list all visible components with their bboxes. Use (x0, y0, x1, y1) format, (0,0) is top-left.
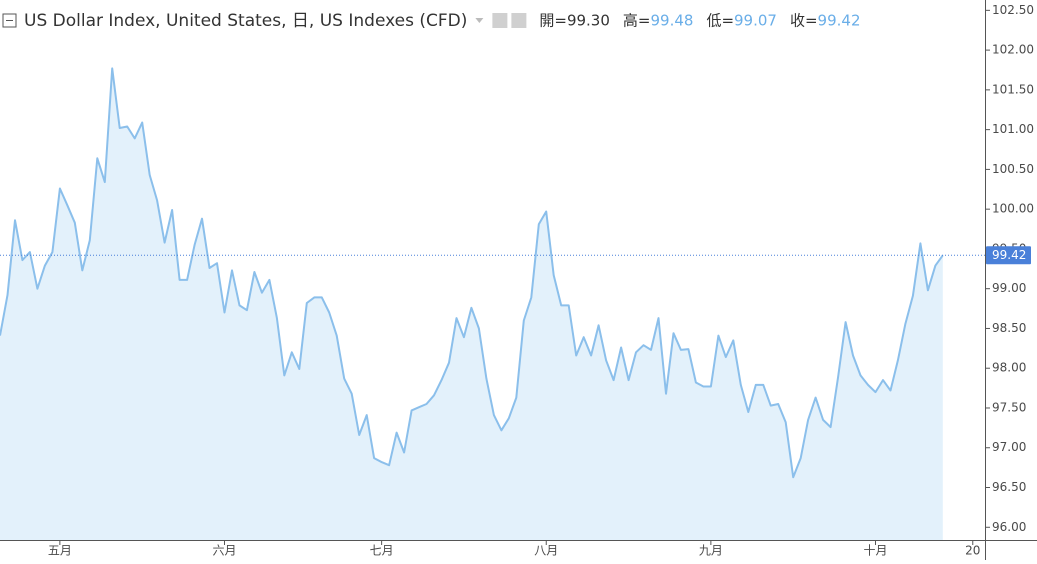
y-tick-label: 97.50 (992, 400, 1026, 414)
ohlc-values: 開= 99.30 高= 99.48 低= 99.07 收= 99.42 (539, 12, 860, 30)
plot-area (0, 67, 985, 541)
x-tick-label: 七月 (370, 544, 394, 558)
current-price-tag (986, 246, 1031, 265)
y-tick-label: 99.00 (992, 281, 1026, 295)
chart-title: US Dollar Index, United States, 日, US In… (24, 11, 467, 31)
x-tick-label: 20 (965, 544, 980, 558)
ohlc-value: 99.42 (818, 12, 861, 30)
ohlc-value: 99.30 (567, 12, 610, 30)
x-tick-label: 九月 (699, 544, 723, 558)
y-tick-label: 98.50 (992, 321, 1026, 335)
price-line (0, 67, 944, 479)
x-tick-label: 五月 (48, 544, 72, 558)
y-tick-label: 100.50 (992, 162, 1034, 176)
ohlc-value: 99.07 (734, 12, 777, 30)
y-tick-label: 98.00 (992, 361, 1026, 375)
ohlc-key: 高= (623, 12, 651, 30)
x-tick-label: 八月 (534, 544, 558, 558)
ohlc-key: 開= (539, 12, 567, 30)
collapse-icon[interactable] (2, 13, 17, 28)
y-tick-label: 102.00 (992, 43, 1034, 57)
ohlc-value: 99.48 (650, 12, 693, 30)
y-tick-label: 101.00 (992, 122, 1034, 136)
current-price-label: 99.42 (992, 248, 1026, 262)
ohlc-key: 低= (706, 12, 734, 30)
x-tick-label: 十月 (863, 544, 887, 558)
y-tick-label: 97.00 (992, 440, 1026, 454)
legend-header: US Dollar Index, United States, 日, US In… (2, 11, 861, 31)
ohlc-key: 收= (790, 12, 818, 30)
settings-icon[interactable] (511, 13, 527, 28)
eye-icon[interactable] (492, 13, 508, 28)
y-tick-label: 101.50 (992, 82, 1034, 96)
x-tick-label: 六月 (212, 544, 236, 558)
y-tick-label: 96.50 (992, 480, 1026, 494)
y-tick-label: 102.50 (992, 3, 1034, 17)
dropdown-caret[interactable] (475, 18, 484, 23)
y-tick-label: 100.00 (992, 202, 1034, 216)
y-tick-label: 96.00 (992, 520, 1026, 534)
area-fill (0, 68, 943, 541)
